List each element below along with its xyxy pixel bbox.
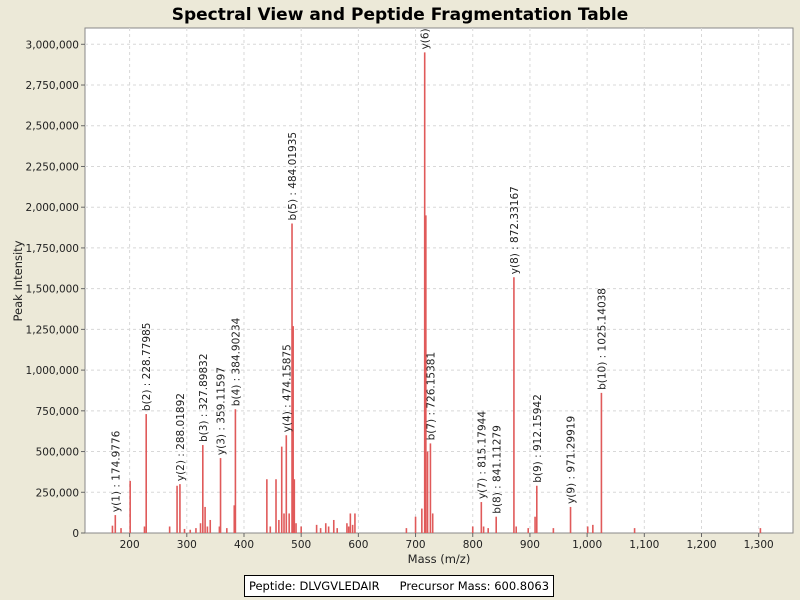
- y-tick-label: 0: [72, 528, 79, 540]
- y-tick-label: 1,000,000: [26, 365, 79, 377]
- x-tick-label: 400: [234, 539, 254, 551]
- fragment-label: b(7) : 726.15381: [426, 352, 438, 441]
- precursor-mass: Precursor Mass: 600.8063: [399, 579, 550, 593]
- peptide-sequence: Peptide: DLVGVLEDAIR: [248, 579, 380, 593]
- x-tick-label: 900: [520, 539, 540, 551]
- y-tick-label: 1,250,000: [26, 324, 79, 336]
- fragment-label: y(9) : 971.29919: [566, 416, 578, 504]
- fragment-label: b(10) : 1025.14038: [596, 288, 608, 390]
- y-axis-ticks: 0 250,000 500,000 750,000 1,000,000 1,250,000…: [26, 39, 85, 540]
- peak-bars: [111, 52, 762, 533]
- y-tick-label: 2,250,000: [26, 161, 79, 173]
- fragment-label: y(1) : 174.9776: [110, 430, 122, 512]
- plot-area: [84, 27, 794, 534]
- fragment-label: y(3) : 359.11597: [216, 367, 228, 455]
- fragment-label: y(8) : 872.33167: [509, 186, 521, 274]
- x-tick-label: 500: [291, 539, 311, 551]
- x-tick-label: 1,000: [572, 539, 602, 551]
- fragment-label: y(4) : 474.15875: [281, 344, 293, 432]
- y-tick-label: 2,500,000: [26, 121, 79, 133]
- fragment-label: b(9) : 912.15942: [532, 394, 544, 483]
- y-tick-label: 3,000,000: [26, 39, 79, 51]
- fragment-label: y(6): [420, 28, 432, 49]
- y-tick-label: 2,750,000: [26, 80, 79, 92]
- y-tick-label: 750,000: [36, 406, 79, 418]
- y-tick-label: 250,000: [36, 487, 79, 499]
- x-tick-label: 600: [348, 539, 368, 551]
- x-tick-label: 1,200: [686, 539, 716, 551]
- y-axis-label: Peak Intensity: [11, 240, 25, 321]
- x-tick-label: 1,100: [629, 539, 659, 551]
- gridlines: [85, 28, 793, 533]
- y-tick-label: 1,500,000: [26, 284, 79, 296]
- x-tick-label: 800: [463, 539, 483, 551]
- fragment-annotations: y(1) : 174.9776 b(2) : 228.77985 y(2) : 28…: [110, 28, 608, 513]
- x-tick-label: 200: [120, 539, 140, 551]
- fragment-label: y(2) : 288.01892: [175, 393, 187, 481]
- y-tick-label: 2,000,000: [26, 202, 79, 214]
- chart-title: Spectral View and Peptide Fragmentation …: [172, 5, 629, 25]
- peptide-info-box: Peptide: DLVGVLEDAIR Precursor Mass: 600…: [244, 575, 554, 597]
- fragment-label: b(8) : 841.11279: [491, 425, 503, 514]
- x-tick-label: 300: [177, 539, 197, 551]
- fragment-label: b(3) : 327.89832: [198, 353, 210, 442]
- x-axis-ticks: 200 300 400 500 600 700 800 900 1,000 1,100 1,200 1…: [120, 533, 774, 551]
- y-tick-label: 1,750,000: [26, 243, 79, 255]
- x-axis-label: Mass (m/z): [408, 552, 471, 566]
- fragment-label: b(4) : 384.90234: [230, 317, 242, 406]
- fragment-label: b(5) : 484.01935: [287, 132, 299, 221]
- x-tick-label: 700: [406, 539, 426, 551]
- y-tick-label: 500,000: [36, 447, 79, 459]
- fragment-label: y(7) : 815.17944: [476, 411, 488, 499]
- x-tick-label: 1,300: [744, 539, 774, 551]
- fragment-label: b(2) : 228.77985: [141, 323, 153, 412]
